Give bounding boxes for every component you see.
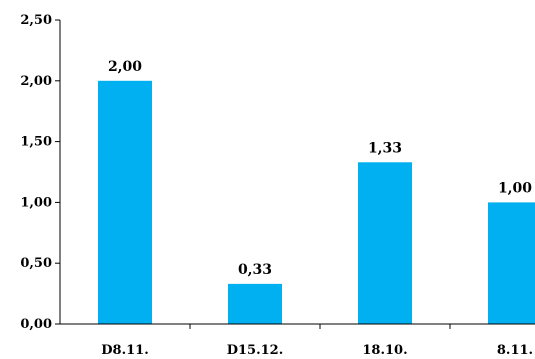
- data-label-3: 1,33: [368, 140, 402, 156]
- category-label-1: D8.11.: [101, 343, 148, 358]
- category-label-4: 8.11.: [497, 343, 533, 358]
- category-label-2: D15.12.: [227, 343, 284, 358]
- category-label-3: 18.10.: [362, 343, 407, 358]
- data-label-2: 0,33: [238, 262, 272, 278]
- y-tick-label: 1,50: [20, 135, 52, 150]
- bar-2: [228, 283, 282, 324]
- bars: [98, 80, 535, 324]
- bar-3: [358, 162, 412, 324]
- data-label-1: 2,00: [108, 59, 142, 75]
- y-tick-label: 1,00: [20, 195, 52, 210]
- y-tick-label: 0,50: [20, 256, 52, 271]
- bar-1: [98, 80, 152, 324]
- y-tick-label: 2,50: [20, 13, 52, 28]
- y-tick-label: 2,00: [20, 74, 52, 89]
- data-labels: 2,00 0,33 1,33 1,00: [108, 59, 532, 278]
- y-tick-label: 0,00: [20, 317, 52, 332]
- data-label-4: 1,00: [498, 180, 532, 196]
- y-axis: 0,00 0,50 1,00 1,50 2,00 2,50: [20, 13, 451, 332]
- category-labels: D8.11. D15.12. 18.10. 8.11.: [101, 343, 533, 358]
- bar-4: [488, 202, 535, 324]
